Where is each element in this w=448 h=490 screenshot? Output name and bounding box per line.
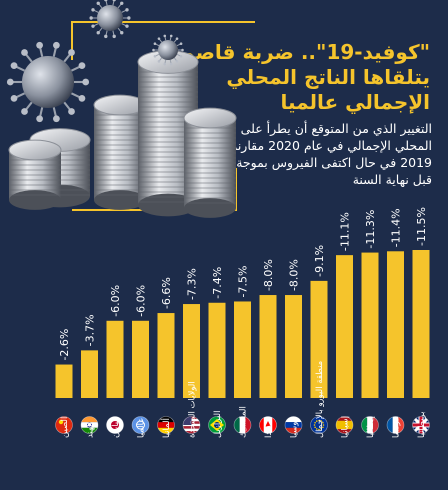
bar <box>336 255 353 398</box>
bar <box>55 364 73 398</box>
category-label: المكسيك <box>239 406 249 438</box>
flag-icon-un <box>131 416 150 434</box>
value-label: -7.5% <box>237 266 250 298</box>
value-label: -8.0% <box>262 259 275 291</box>
category-label: بريطانيا <box>417 411 427 438</box>
category-label: الولايات المتحدة <box>188 381 198 438</box>
flag-icon-mx <box>233 416 252 434</box>
category-label: كندا <box>264 424 274 438</box>
labels-group: -2.6% الصين -3.7% الهند -6.0% اليابان -6.0% عال… <box>58 207 428 438</box>
category-label: منطقة اليورو بالإجمال <box>315 361 325 438</box>
flag-icon-cn <box>55 416 73 434</box>
page-title: "كوفيد-19".. ضربة قاصمة يتلقاها الناتج ا… <box>170 40 430 114</box>
bar <box>183 304 200 398</box>
bar <box>285 295 302 398</box>
value-label: -11.4% <box>390 208 403 247</box>
coin-stacks-image <box>8 50 237 218</box>
value-label: -8.0% <box>288 259 301 291</box>
bars-group <box>55 250 430 398</box>
category-label: الهند <box>86 422 96 438</box>
category-label: الصين <box>60 417 70 438</box>
flag-icon-in <box>80 416 99 434</box>
category-label: عالميا <box>137 418 147 438</box>
bar <box>259 295 277 398</box>
virus-icon <box>152 34 184 66</box>
frame-decoration <box>71 21 255 60</box>
flag-icon-de <box>157 416 175 434</box>
value-label: -2.6% <box>58 329 71 361</box>
value-label: -9.1% <box>313 245 326 277</box>
flag-icon-it <box>361 416 379 434</box>
virus-icon <box>6 41 90 123</box>
value-label: -7.3% <box>186 268 199 300</box>
flag-icon-gb <box>412 416 430 434</box>
flag-icon-es <box>335 416 354 434</box>
category-label: فرنسا <box>392 417 402 438</box>
value-label: -11.5% <box>415 207 428 246</box>
category-label: إيطاليا <box>366 416 376 438</box>
flag-icon-ca <box>259 416 277 434</box>
value-label: -6.0% <box>109 285 122 317</box>
category-label: اليابان <box>111 417 121 438</box>
value-label: -11.3% <box>364 210 377 249</box>
bar <box>106 320 124 398</box>
value-label: -11.1% <box>339 212 352 251</box>
flag-icon-us <box>182 416 201 434</box>
flag-icon-fr <box>386 416 405 434</box>
flags-group <box>55 416 430 434</box>
flag-icon-br <box>208 416 226 434</box>
value-label: -7.4% <box>211 267 224 299</box>
page-subtitle: التغيير الذي من المتوقع أن يطرأ على النا… <box>201 121 432 187</box>
flag-icon-jp <box>106 416 124 434</box>
value-label: -6.0% <box>135 285 148 317</box>
bar <box>157 313 175 398</box>
bar <box>132 320 149 398</box>
bar <box>208 302 226 398</box>
category-label: إسبانيا <box>341 416 351 438</box>
flag-icon-eu <box>310 416 328 434</box>
category-label: روسيا <box>290 418 300 439</box>
bar <box>361 252 379 398</box>
value-label: -3.7% <box>84 314 97 346</box>
category-label: البرازيل <box>213 411 223 438</box>
category-label: ألمانيا <box>160 418 172 438</box>
bar <box>310 280 328 398</box>
bar <box>412 250 430 398</box>
value-label: -6.6% <box>160 277 173 309</box>
bar <box>234 301 251 398</box>
virus-icon <box>89 0 131 39</box>
flag-icon-ru <box>284 416 303 434</box>
bar <box>81 350 98 398</box>
bar <box>387 251 404 398</box>
